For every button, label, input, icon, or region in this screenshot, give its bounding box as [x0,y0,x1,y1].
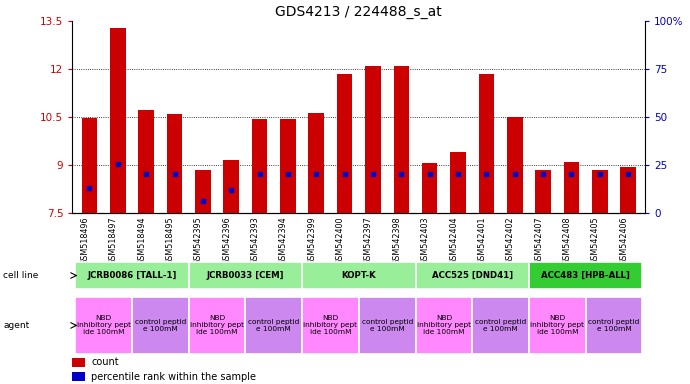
Bar [507,117,522,213]
Bar [81,118,97,213]
Text: NBD
inhibitory pept
ide 100mM: NBD inhibitory pept ide 100mM [417,315,471,336]
Text: GSM542405: GSM542405 [591,217,600,265]
Bar [75,297,132,354]
Bar [252,119,267,213]
Bar [139,110,154,213]
Bar [308,113,324,213]
Bar [393,66,409,213]
Text: GSM542403: GSM542403 [421,217,430,265]
Text: NBD
inhibitory pept
ide 100mM: NBD inhibitory pept ide 100mM [190,315,244,336]
Bar [75,262,188,289]
Text: percentile rank within the sample: percentile rank within the sample [91,372,257,382]
Text: control peptid
e 100mM: control peptid e 100mM [135,319,186,332]
Text: GSM542395: GSM542395 [194,217,203,265]
Text: GSM518494: GSM518494 [137,217,146,265]
Text: control peptid
e 100mM: control peptid e 100mM [248,319,299,332]
Bar [586,297,642,354]
Bar [451,152,466,213]
Text: KOPT-K: KOPT-K [342,271,376,280]
Bar [529,297,586,354]
Title: GDS4213 / 224488_s_at: GDS4213 / 224488_s_at [275,5,442,19]
Bar [72,372,85,381]
Text: GSM542397: GSM542397 [364,217,373,265]
Text: ACC525 [DND41]: ACC525 [DND41] [432,271,513,280]
Text: GSM542407: GSM542407 [534,217,543,265]
Bar [132,297,188,354]
Text: GSM542408: GSM542408 [562,217,571,265]
Text: GSM542394: GSM542394 [279,217,288,265]
Text: agent: agent [3,321,30,330]
Bar [280,119,296,213]
Text: GSM542404: GSM542404 [449,217,458,265]
Text: JCRB0086 [TALL-1]: JCRB0086 [TALL-1] [88,271,177,280]
Bar [302,262,415,289]
Bar [72,358,85,367]
Bar [188,262,302,289]
Text: GSM518495: GSM518495 [166,217,175,265]
Bar [415,297,472,354]
Text: count: count [91,358,119,367]
Bar [302,297,359,354]
Text: GSM542402: GSM542402 [506,217,515,265]
Bar [479,74,494,213]
Bar [415,262,529,289]
Text: NBD
inhibitory pept
ide 100mM: NBD inhibitory pept ide 100mM [530,315,584,336]
Text: control peptid
e 100mM: control peptid e 100mM [475,319,526,332]
Bar [224,161,239,213]
Bar [422,162,437,213]
Bar [365,66,381,213]
Text: control peptid
e 100mM: control peptid e 100mM [589,319,640,332]
Bar [246,297,302,354]
Bar [535,170,551,213]
Bar [359,297,415,354]
Text: GSM518496: GSM518496 [81,217,90,265]
Text: GSM518497: GSM518497 [109,217,118,265]
Bar [337,74,353,213]
Bar [564,162,579,213]
Bar [620,167,636,213]
Text: GSM542400: GSM542400 [335,217,344,265]
Text: NBD
inhibitory pept
ide 100mM: NBD inhibitory pept ide 100mM [77,315,130,336]
Text: GSM542396: GSM542396 [222,217,231,265]
Bar [592,170,608,213]
Bar [472,297,529,354]
Text: GSM542393: GSM542393 [250,217,259,265]
Bar [195,170,210,213]
Text: JCRB0033 [CEM]: JCRB0033 [CEM] [206,271,284,280]
Text: GSM542406: GSM542406 [619,217,628,265]
Text: cell line: cell line [3,271,39,280]
Bar [529,262,642,289]
Text: control peptid
e 100mM: control peptid e 100mM [362,319,413,332]
Text: GSM542399: GSM542399 [307,217,316,265]
Bar [167,114,182,213]
Text: NBD
inhibitory pept
ide 100mM: NBD inhibitory pept ide 100mM [304,315,357,336]
Bar [188,297,246,354]
Text: GSM542401: GSM542401 [477,217,486,265]
Bar [110,28,126,213]
Text: ACC483 [HPB-ALL]: ACC483 [HPB-ALL] [541,271,630,280]
Text: GSM542398: GSM542398 [393,217,402,265]
